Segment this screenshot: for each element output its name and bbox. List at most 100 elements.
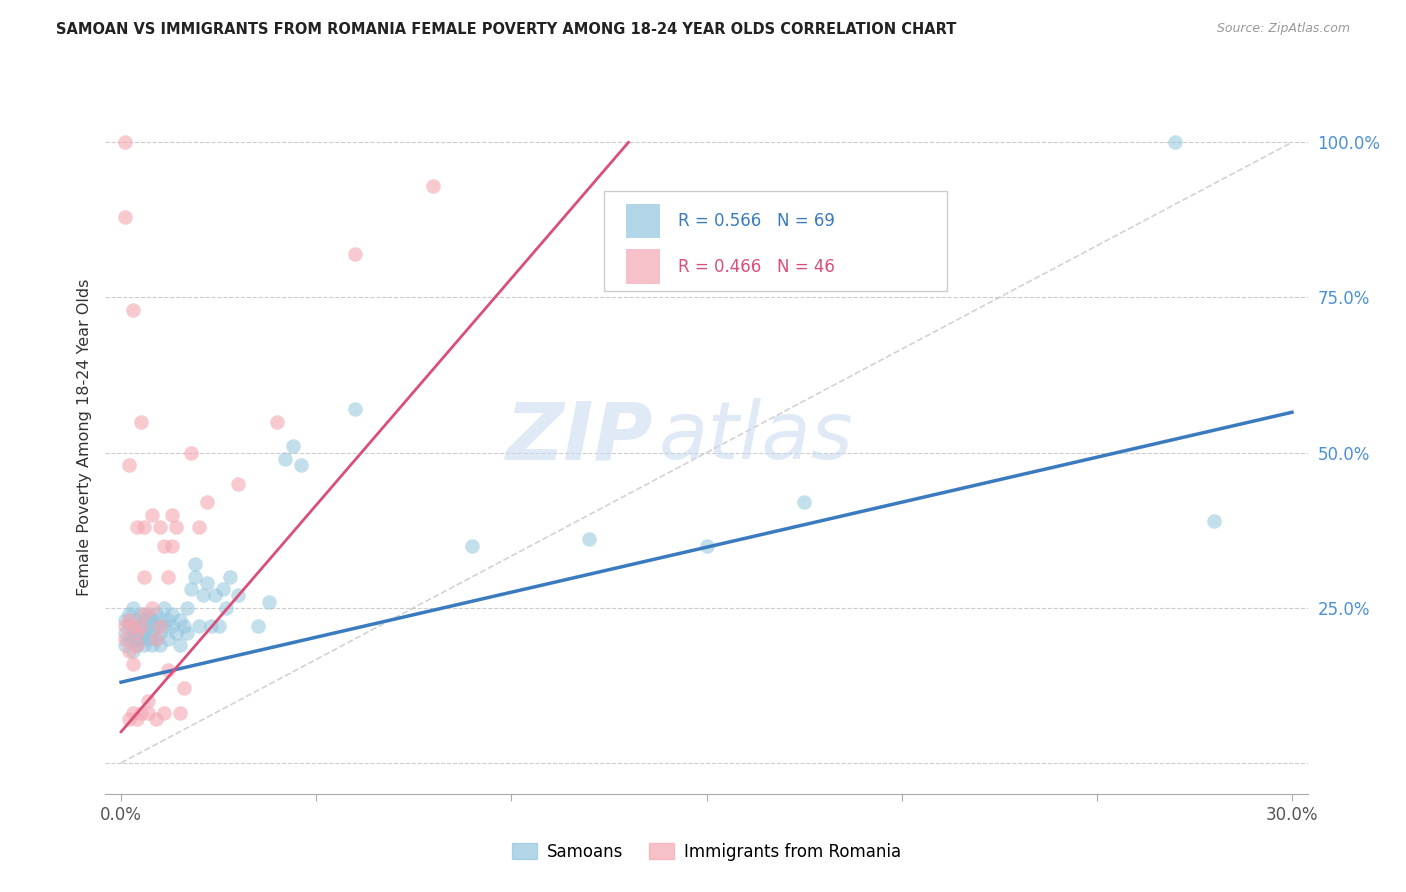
Point bbox=[129, 619, 152, 633]
Point bbox=[211, 582, 233, 596]
Point bbox=[121, 706, 143, 721]
Point bbox=[153, 600, 176, 615]
Point bbox=[121, 600, 143, 615]
FancyBboxPatch shape bbox=[626, 203, 659, 238]
Point bbox=[153, 706, 176, 721]
Point bbox=[180, 582, 202, 596]
Point bbox=[1202, 514, 1225, 528]
Point bbox=[274, 451, 297, 466]
Point bbox=[578, 533, 600, 547]
Point bbox=[204, 588, 226, 602]
Point bbox=[125, 713, 148, 727]
Point bbox=[153, 619, 176, 633]
Point bbox=[114, 613, 136, 627]
Point bbox=[180, 445, 202, 459]
Point bbox=[129, 607, 152, 621]
Point bbox=[195, 575, 218, 590]
Point bbox=[141, 508, 163, 522]
Point bbox=[226, 588, 249, 602]
Point bbox=[121, 657, 143, 671]
Point bbox=[118, 713, 141, 727]
Point bbox=[134, 520, 156, 534]
Point bbox=[118, 644, 141, 658]
Point bbox=[696, 539, 718, 553]
Text: Source: ZipAtlas.com: Source: ZipAtlas.com bbox=[1216, 22, 1350, 36]
Point bbox=[176, 600, 198, 615]
Point bbox=[290, 458, 312, 472]
Point bbox=[134, 625, 156, 640]
Point bbox=[118, 458, 141, 472]
Point bbox=[129, 619, 152, 633]
Point bbox=[188, 619, 211, 633]
Point bbox=[160, 539, 183, 553]
Point bbox=[200, 619, 222, 633]
Text: R = 0.566   N = 69: R = 0.566 N = 69 bbox=[678, 212, 835, 230]
Point bbox=[121, 302, 143, 317]
Point bbox=[129, 415, 152, 429]
Point bbox=[145, 632, 167, 646]
Point bbox=[1164, 136, 1187, 150]
Point bbox=[160, 607, 183, 621]
Point bbox=[145, 607, 167, 621]
Point bbox=[208, 619, 231, 633]
Point bbox=[141, 625, 163, 640]
FancyBboxPatch shape bbox=[626, 250, 659, 284]
Point bbox=[125, 638, 148, 652]
Point bbox=[138, 619, 160, 633]
Point bbox=[114, 625, 136, 640]
Point bbox=[138, 632, 160, 646]
Point bbox=[125, 613, 148, 627]
Point bbox=[169, 613, 191, 627]
Text: atlas: atlas bbox=[658, 398, 853, 476]
Point bbox=[145, 713, 167, 727]
Point bbox=[134, 613, 156, 627]
Point bbox=[134, 607, 156, 621]
Point bbox=[195, 495, 218, 509]
Point bbox=[149, 638, 172, 652]
Point bbox=[184, 570, 207, 584]
Point bbox=[156, 632, 179, 646]
Point bbox=[461, 539, 484, 553]
Point bbox=[114, 210, 136, 224]
Point bbox=[121, 632, 143, 646]
Point bbox=[138, 607, 160, 621]
Point bbox=[422, 178, 444, 193]
Point bbox=[114, 619, 136, 633]
Legend: Samoans, Immigrants from Romania: Samoans, Immigrants from Romania bbox=[506, 837, 907, 868]
Point bbox=[138, 706, 160, 721]
Point bbox=[149, 625, 172, 640]
Point bbox=[138, 694, 160, 708]
Point bbox=[114, 136, 136, 150]
Point bbox=[165, 625, 187, 640]
Point bbox=[149, 520, 172, 534]
Point bbox=[121, 644, 143, 658]
FancyBboxPatch shape bbox=[605, 191, 948, 291]
Point bbox=[344, 247, 367, 261]
Point bbox=[344, 402, 367, 417]
Point bbox=[793, 495, 815, 509]
Point bbox=[141, 600, 163, 615]
Point bbox=[169, 638, 191, 652]
Point bbox=[118, 613, 141, 627]
Point bbox=[149, 619, 172, 633]
Point bbox=[114, 632, 136, 646]
Point bbox=[246, 619, 269, 633]
Point bbox=[118, 607, 141, 621]
Point bbox=[145, 632, 167, 646]
Point bbox=[173, 619, 195, 633]
Point bbox=[191, 588, 214, 602]
Text: R = 0.466   N = 46: R = 0.466 N = 46 bbox=[678, 258, 835, 276]
Point bbox=[215, 600, 238, 615]
Point bbox=[149, 613, 172, 627]
Point bbox=[121, 619, 143, 633]
Point bbox=[125, 520, 148, 534]
Point bbox=[134, 570, 156, 584]
Point bbox=[156, 613, 179, 627]
Point bbox=[134, 638, 156, 652]
Point bbox=[156, 663, 179, 677]
Point bbox=[219, 570, 242, 584]
Point bbox=[188, 520, 211, 534]
Point bbox=[160, 508, 183, 522]
Point bbox=[160, 619, 183, 633]
Point bbox=[153, 539, 176, 553]
